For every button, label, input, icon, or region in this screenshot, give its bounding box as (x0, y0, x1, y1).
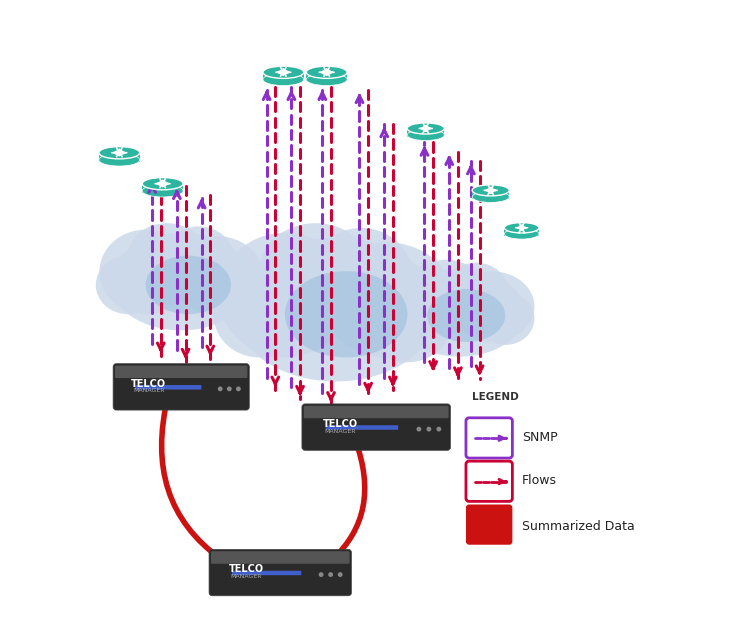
Ellipse shape (385, 266, 469, 342)
Text: SNMP: SNMP (522, 430, 557, 444)
Ellipse shape (306, 66, 347, 79)
FancyBboxPatch shape (99, 152, 140, 162)
FancyBboxPatch shape (263, 71, 303, 82)
Circle shape (426, 426, 431, 431)
Ellipse shape (306, 73, 347, 85)
Text: MANAGER: MANAGER (230, 574, 262, 579)
Ellipse shape (285, 271, 408, 358)
Ellipse shape (411, 260, 482, 318)
Ellipse shape (99, 230, 192, 314)
Text: MANAGER: MANAGER (325, 428, 357, 434)
Circle shape (319, 572, 323, 577)
FancyBboxPatch shape (115, 365, 247, 378)
Circle shape (337, 572, 343, 577)
Ellipse shape (505, 228, 539, 239)
Text: Summarized Data: Summarized Data (522, 519, 634, 533)
FancyBboxPatch shape (302, 404, 451, 451)
FancyBboxPatch shape (113, 364, 249, 410)
Ellipse shape (505, 223, 539, 233)
FancyBboxPatch shape (303, 406, 448, 418)
Ellipse shape (164, 227, 235, 292)
Text: Flows: Flows (522, 474, 556, 487)
Ellipse shape (263, 66, 303, 79)
Ellipse shape (234, 238, 438, 381)
Ellipse shape (310, 228, 413, 324)
Ellipse shape (382, 289, 440, 342)
Ellipse shape (407, 129, 444, 141)
Text: TELCO: TELCO (131, 379, 166, 389)
FancyBboxPatch shape (135, 385, 201, 389)
Ellipse shape (128, 223, 206, 288)
FancyBboxPatch shape (407, 128, 444, 137)
Ellipse shape (263, 73, 303, 85)
Text: MANAGER: MANAGER (133, 388, 164, 394)
Ellipse shape (394, 269, 525, 357)
Ellipse shape (320, 243, 454, 358)
Text: TELCO: TELCO (229, 565, 263, 574)
Ellipse shape (259, 223, 371, 319)
FancyBboxPatch shape (466, 461, 512, 501)
Ellipse shape (476, 292, 534, 345)
Ellipse shape (99, 154, 140, 166)
Ellipse shape (218, 233, 352, 358)
Circle shape (417, 426, 421, 431)
FancyBboxPatch shape (232, 571, 301, 575)
Circle shape (227, 386, 232, 391)
Text: TELCO: TELCO (323, 419, 358, 429)
Ellipse shape (95, 256, 160, 314)
FancyBboxPatch shape (505, 227, 539, 236)
Ellipse shape (110, 233, 252, 331)
FancyArrowPatch shape (161, 409, 231, 566)
FancyBboxPatch shape (326, 425, 398, 430)
Ellipse shape (472, 191, 509, 202)
Ellipse shape (99, 147, 140, 159)
FancyBboxPatch shape (209, 550, 352, 595)
Circle shape (329, 572, 333, 577)
FancyBboxPatch shape (466, 504, 512, 545)
FancyBboxPatch shape (466, 418, 512, 458)
FancyBboxPatch shape (211, 552, 349, 564)
Ellipse shape (146, 256, 231, 314)
FancyArrowPatch shape (326, 449, 365, 565)
Ellipse shape (142, 178, 183, 190)
Ellipse shape (361, 276, 454, 362)
FancyBboxPatch shape (142, 183, 183, 193)
Ellipse shape (142, 184, 183, 197)
Ellipse shape (443, 262, 508, 321)
Circle shape (236, 386, 240, 391)
Ellipse shape (199, 259, 263, 318)
Ellipse shape (427, 289, 505, 342)
Ellipse shape (450, 272, 534, 342)
Ellipse shape (407, 123, 444, 134)
FancyBboxPatch shape (472, 189, 509, 199)
FancyBboxPatch shape (306, 71, 347, 82)
Circle shape (437, 426, 441, 431)
Ellipse shape (170, 236, 263, 314)
Ellipse shape (472, 185, 509, 196)
Text: LEGEND: LEGEND (472, 392, 519, 402)
Ellipse shape (213, 271, 306, 358)
Circle shape (218, 386, 223, 391)
